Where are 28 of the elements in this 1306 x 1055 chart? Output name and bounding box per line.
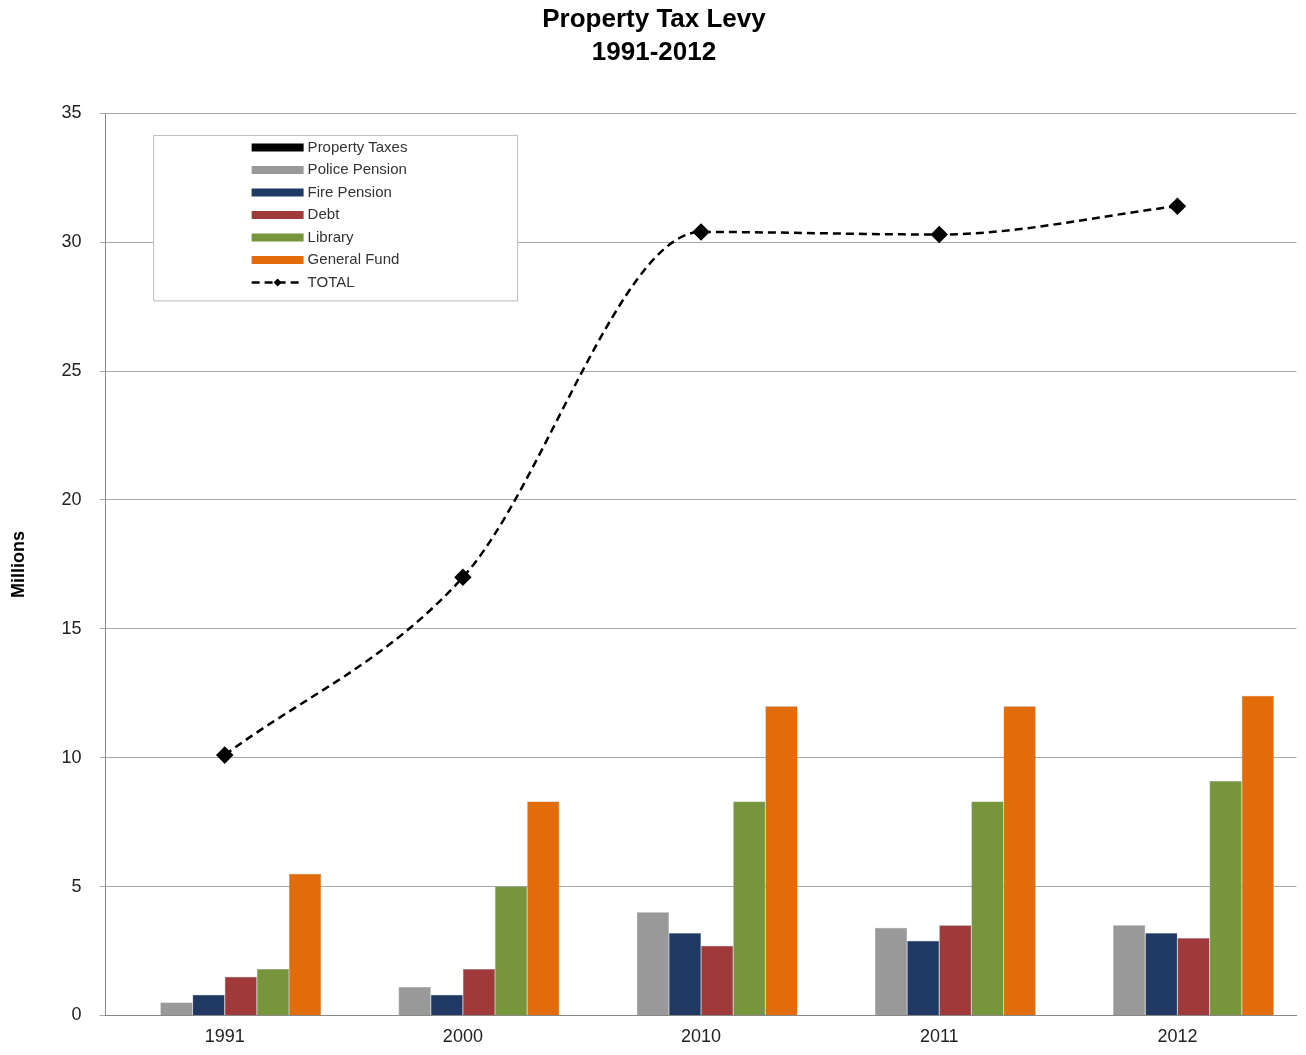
legend-label: General Fund [307, 250, 400, 268]
x-tick-label: 2011 [919, 1026, 959, 1047]
legend-label: Police Pension [307, 160, 407, 178]
legend-label: Library [307, 227, 354, 245]
x-tick-label: 1991 [204, 1026, 245, 1047]
y-tick-label: 20 [61, 488, 82, 509]
legend-label: Debt [307, 205, 341, 223]
legend-label: TOTAL [307, 272, 355, 290]
y-tick-label: 30 [61, 231, 82, 252]
point [692, 223, 710, 241]
legend-label: Property Taxes [307, 137, 408, 155]
y-tick-label: 25 [61, 360, 82, 381]
x-tick-label: 2010 [681, 1026, 722, 1047]
y-tick-label: 10 [61, 746, 82, 767]
x-tick-label: 2000 [442, 1026, 483, 1047]
y-axis-title: Millions [7, 530, 28, 598]
x-tick-label: 2012 [1157, 1026, 1198, 1047]
chart-title: Property Tax Levy [542, 2, 767, 33]
y-tick-label: 35 [61, 102, 82, 123]
legend-label: Fire Pension [307, 182, 392, 200]
y-tick-label: 0 [71, 1004, 82, 1025]
point [454, 569, 472, 586]
y-tick-label: 5 [71, 875, 82, 896]
point [216, 746, 233, 764]
chart-subtitle: 1991-2012 [591, 35, 717, 66]
point [930, 226, 948, 243]
point [1169, 197, 1186, 215]
y-tick-label: 15 [61, 617, 82, 638]
